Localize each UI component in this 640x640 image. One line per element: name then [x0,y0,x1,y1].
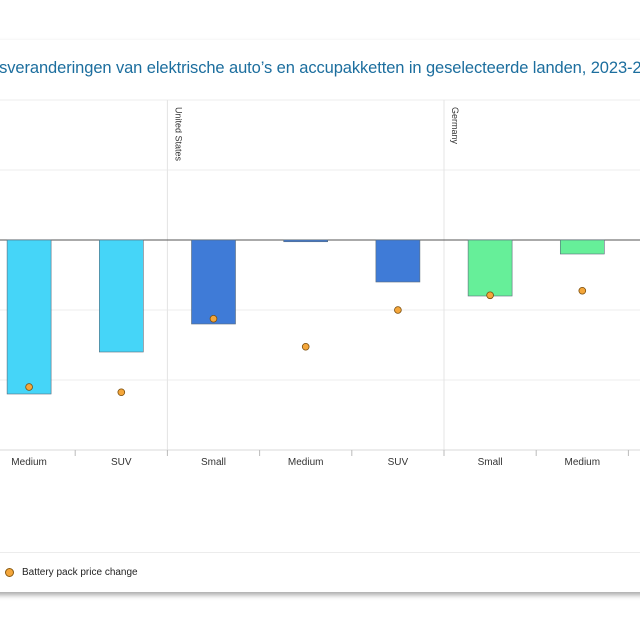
group-label: Germany [450,107,460,145]
battery-price-marker [117,388,126,397]
legend-divider [0,552,640,553]
battery-price-marker [486,291,494,300]
bar [99,239,144,353]
bar [191,239,236,325]
bar [467,239,513,297]
legend-label: Battery pack price change [22,566,138,578]
group-label: United States [173,107,183,162]
chart-title: ijsveranderingen van elektrische auto’s … [0,56,640,82]
battery-price-marker [25,383,33,391]
x-tick-label: Small [201,457,226,468]
bar [283,239,329,243]
bar [559,239,605,255]
legend-marker-icon [5,567,14,577]
x-tick-label: Medium [288,457,324,468]
bar [375,239,421,283]
bar [6,239,52,395]
x-tick-label: Small [478,457,503,468]
chart-title-text: ijsveranderingen van elektrische auto’s … [0,59,640,77]
battery-price-marker [578,286,587,295]
x-tick-label: SUV [111,457,132,468]
battery-price-marker [209,314,218,323]
x-tick-label: SUV [388,457,409,468]
x-tick-label: Medium [11,457,47,468]
x-tick-label: Medium [565,457,601,468]
legend: Battery pack price change [0,562,138,582]
battery-price-marker [394,306,402,314]
battery-price-marker [301,342,310,351]
